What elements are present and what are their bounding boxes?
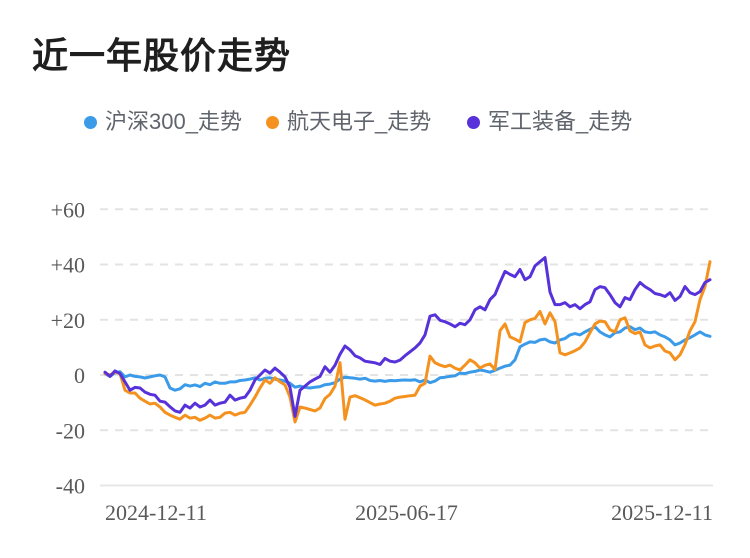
x-axis-label: 2025-06-17	[355, 500, 458, 525]
chart-title: 近一年股价走势	[32, 35, 292, 76]
legend-label-jgzb: 军工装备_走势	[488, 109, 633, 134]
y-axis-label: +60	[51, 197, 85, 222]
y-axis-label: +20	[51, 308, 85, 333]
legend-item-csi300[interactable]: 沪深300_走势	[84, 108, 242, 136]
line-jgzb	[103, 256, 712, 418]
y-axis-label: -40	[56, 474, 85, 499]
x-axis-label: 2025-12-11	[611, 500, 713, 525]
legend-item-htdz[interactable]: 航天电子_走势	[266, 108, 431, 136]
y-axis-label: 0	[74, 363, 85, 388]
legend-dot-csi300	[84, 115, 97, 129]
line-htdz	[103, 260, 712, 424]
legend-label-csi300: 沪深300_走势	[105, 109, 242, 134]
y-axis-label: +40	[51, 253, 85, 278]
legend-item-jgzb[interactable]: 军工装备_走势	[467, 108, 632, 136]
line-csi300	[103, 325, 712, 392]
legend: 沪深300_走势 航天电子_走势 军工装备_走势	[0, 108, 750, 136]
legend-label-htdz: 航天电子_走势	[287, 109, 432, 134]
x-axis-label: 2024-12-11	[105, 500, 207, 525]
legend-dot-jgzb	[467, 115, 480, 129]
y-axis-label: -20	[56, 418, 85, 443]
legend-dot-htdz	[266, 115, 279, 129]
